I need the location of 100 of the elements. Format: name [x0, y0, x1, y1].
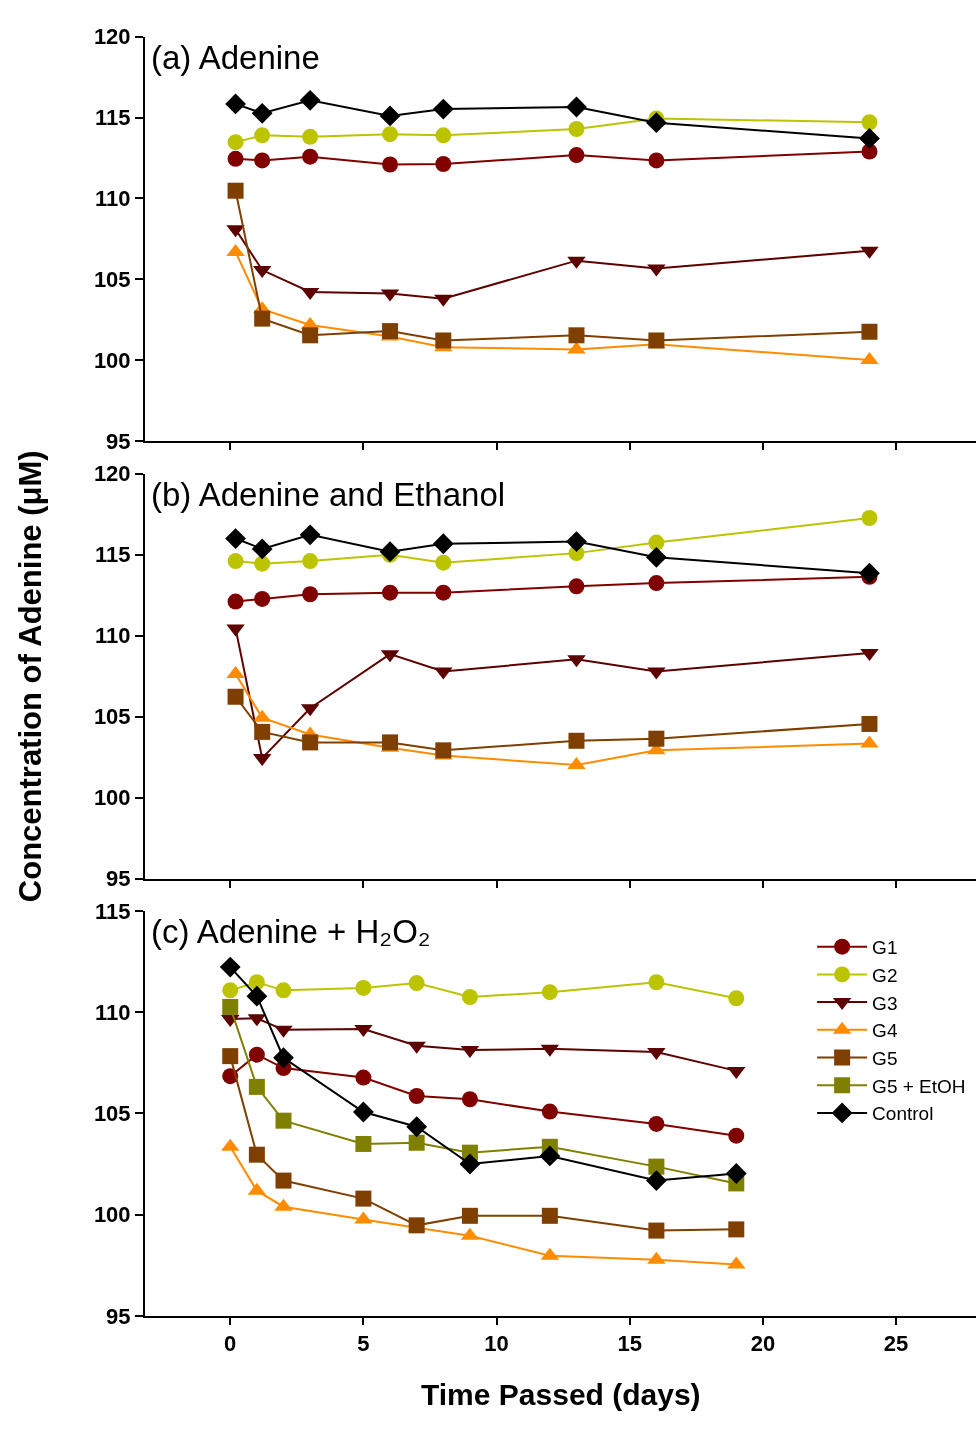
- point: [648, 730, 665, 747]
- point: [859, 128, 880, 149]
- point: [382, 156, 399, 173]
- point: [435, 127, 452, 144]
- y-tick-label: 110: [95, 999, 131, 1025]
- y-tick-label: 95: [106, 1303, 131, 1329]
- x-tick-label: 25: [883, 1331, 909, 1357]
- legend-label: G1: [872, 937, 898, 959]
- point: [254, 590, 271, 607]
- point: [254, 127, 271, 144]
- y-tick-label: 115: [95, 542, 131, 568]
- point: [859, 562, 880, 584]
- point: [246, 985, 268, 1007]
- point: [432, 98, 454, 120]
- y-tick-label: 110: [95, 623, 131, 649]
- legend-label: G5: [872, 1047, 898, 1069]
- point: [645, 1170, 667, 1191]
- point: [275, 1112, 292, 1129]
- y-tick-label: 120: [93, 24, 131, 50]
- point: [539, 1145, 561, 1167]
- chart-title: (a) Adenine: [151, 39, 320, 76]
- x-axis-title: Time Passed (days): [421, 1378, 701, 1411]
- y-tick-label: 105: [93, 1101, 131, 1127]
- point: [408, 975, 425, 992]
- legend-label: G5 + EtOH: [872, 1075, 966, 1097]
- point: [222, 998, 239, 1015]
- point: [382, 584, 399, 601]
- y-tick-label: 115: [95, 105, 131, 131]
- y-axis-title: Concentration of Adenine (μM): [12, 450, 48, 903]
- point: [728, 1127, 745, 1144]
- point: [302, 586, 319, 603]
- point: [725, 1163, 747, 1184]
- x-tick-label: 15: [617, 1331, 642, 1357]
- point: [435, 332, 452, 349]
- point: [461, 1207, 478, 1224]
- legend-label: G2: [872, 964, 898, 986]
- point: [355, 1069, 372, 1086]
- point: [227, 134, 244, 151]
- point: [568, 732, 585, 749]
- point: [382, 126, 399, 143]
- point: [227, 593, 244, 610]
- point: [248, 1078, 265, 1095]
- x-tick-label: 5: [357, 1331, 370, 1357]
- y-tick-label: 115: [95, 898, 131, 924]
- point: [227, 553, 244, 570]
- point: [461, 1091, 478, 1108]
- point: [566, 531, 587, 553]
- point: [728, 990, 745, 1007]
- point: [302, 734, 319, 751]
- point: [432, 533, 454, 555]
- point: [222, 982, 239, 999]
- point: [275, 982, 292, 999]
- legend-label: G4: [872, 1020, 898, 1042]
- point: [275, 1172, 292, 1189]
- point: [568, 578, 585, 595]
- point: [225, 528, 246, 549]
- point: [227, 182, 244, 199]
- point: [648, 1158, 665, 1175]
- point: [302, 553, 319, 570]
- point: [222, 1048, 239, 1065]
- point: [254, 723, 271, 740]
- point: [645, 546, 667, 568]
- legend-label: G3: [872, 992, 898, 1014]
- point: [227, 688, 244, 705]
- point: [861, 715, 878, 732]
- chart-title: (b) Adenine and Ethanol: [151, 476, 506, 513]
- point: [299, 89, 321, 111]
- point: [251, 102, 273, 124]
- point: [382, 323, 399, 340]
- point: [648, 974, 665, 991]
- x-tick-label: 20: [750, 1331, 776, 1357]
- point: [541, 984, 558, 1001]
- y-tick-label: 110: [95, 186, 131, 212]
- point: [861, 114, 878, 131]
- y-tick-label: 95: [106, 429, 131, 455]
- legend-label: Control: [872, 1103, 934, 1125]
- point: [541, 1207, 558, 1224]
- point: [355, 979, 372, 996]
- point: [355, 1135, 372, 1152]
- point: [648, 152, 665, 169]
- point: [568, 327, 585, 344]
- point: [302, 148, 319, 165]
- point: [227, 150, 244, 167]
- point: [254, 555, 271, 572]
- point: [728, 1221, 745, 1238]
- point: [861, 509, 878, 526]
- x-tick-label: 0: [224, 1331, 237, 1357]
- point: [459, 1153, 481, 1175]
- point: [435, 155, 452, 172]
- point: [435, 584, 452, 601]
- y-tick-label: 100: [93, 1202, 131, 1228]
- point: [273, 1047, 294, 1069]
- point: [355, 1190, 372, 1207]
- point: [248, 1046, 265, 1063]
- y-tick-label: 100: [93, 348, 131, 374]
- point: [435, 742, 452, 759]
- point: [254, 310, 271, 327]
- y-tick-label: 120: [93, 461, 131, 487]
- point: [248, 1146, 265, 1163]
- point: [648, 332, 665, 349]
